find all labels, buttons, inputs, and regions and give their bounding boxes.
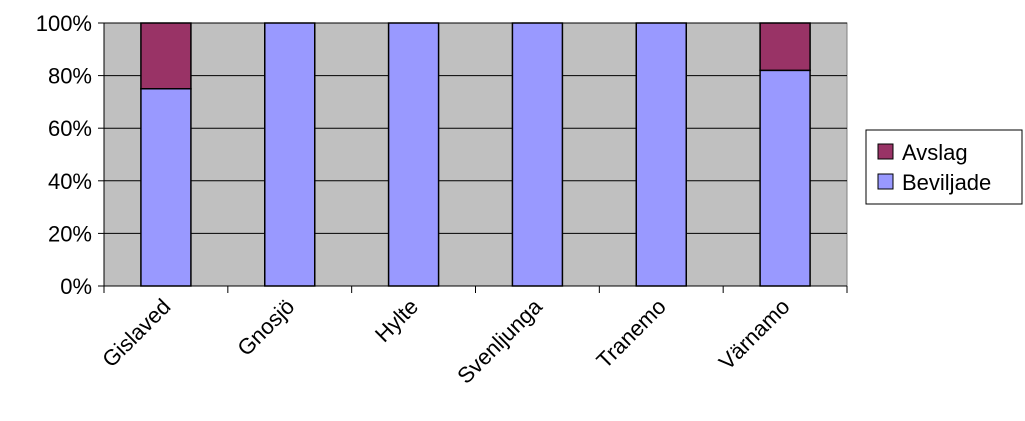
y-tick-label: 100% <box>36 11 92 36</box>
x-tick-label: Gislaved <box>97 294 175 372</box>
bar-beviljade-5 <box>759 69 811 287</box>
bars <box>140 22 811 287</box>
legend-swatch-avslag <box>877 143 894 160</box>
bar-beviljade-1 <box>264 22 316 287</box>
x-tick-label: Tranemo <box>591 294 670 373</box>
legend-label-avslag: Avslag <box>902 140 968 165</box>
x-tick-label: Hylte <box>370 294 423 347</box>
bar-avslag-0 <box>140 22 192 90</box>
legend-swatch-beviljade <box>877 173 894 190</box>
y-tick-label: 40% <box>48 169 92 194</box>
legend-box <box>865 129 1023 205</box>
x-tick-label: Svenljunga <box>452 293 547 388</box>
x-tick-label: Värnamo <box>714 294 795 375</box>
y-tick-label: 80% <box>48 64 92 89</box>
y-tick-label: 0% <box>60 274 92 299</box>
bar-beviljade-4 <box>635 22 687 287</box>
bar-beviljade-0 <box>140 88 192 287</box>
x-tick-label: Gnosjö <box>232 294 299 361</box>
y-tick-label: 20% <box>48 221 92 246</box>
bar-beviljade-3 <box>511 22 564 287</box>
bar-avslag-5 <box>759 22 811 72</box>
bar-beviljade-2 <box>387 22 440 287</box>
plot-area <box>103 22 848 287</box>
y-tick-label: 60% <box>48 116 92 141</box>
legend-label-beviljade: Beviljade <box>902 170 991 195</box>
legend: Avslag Beviljade <box>865 129 1023 205</box>
